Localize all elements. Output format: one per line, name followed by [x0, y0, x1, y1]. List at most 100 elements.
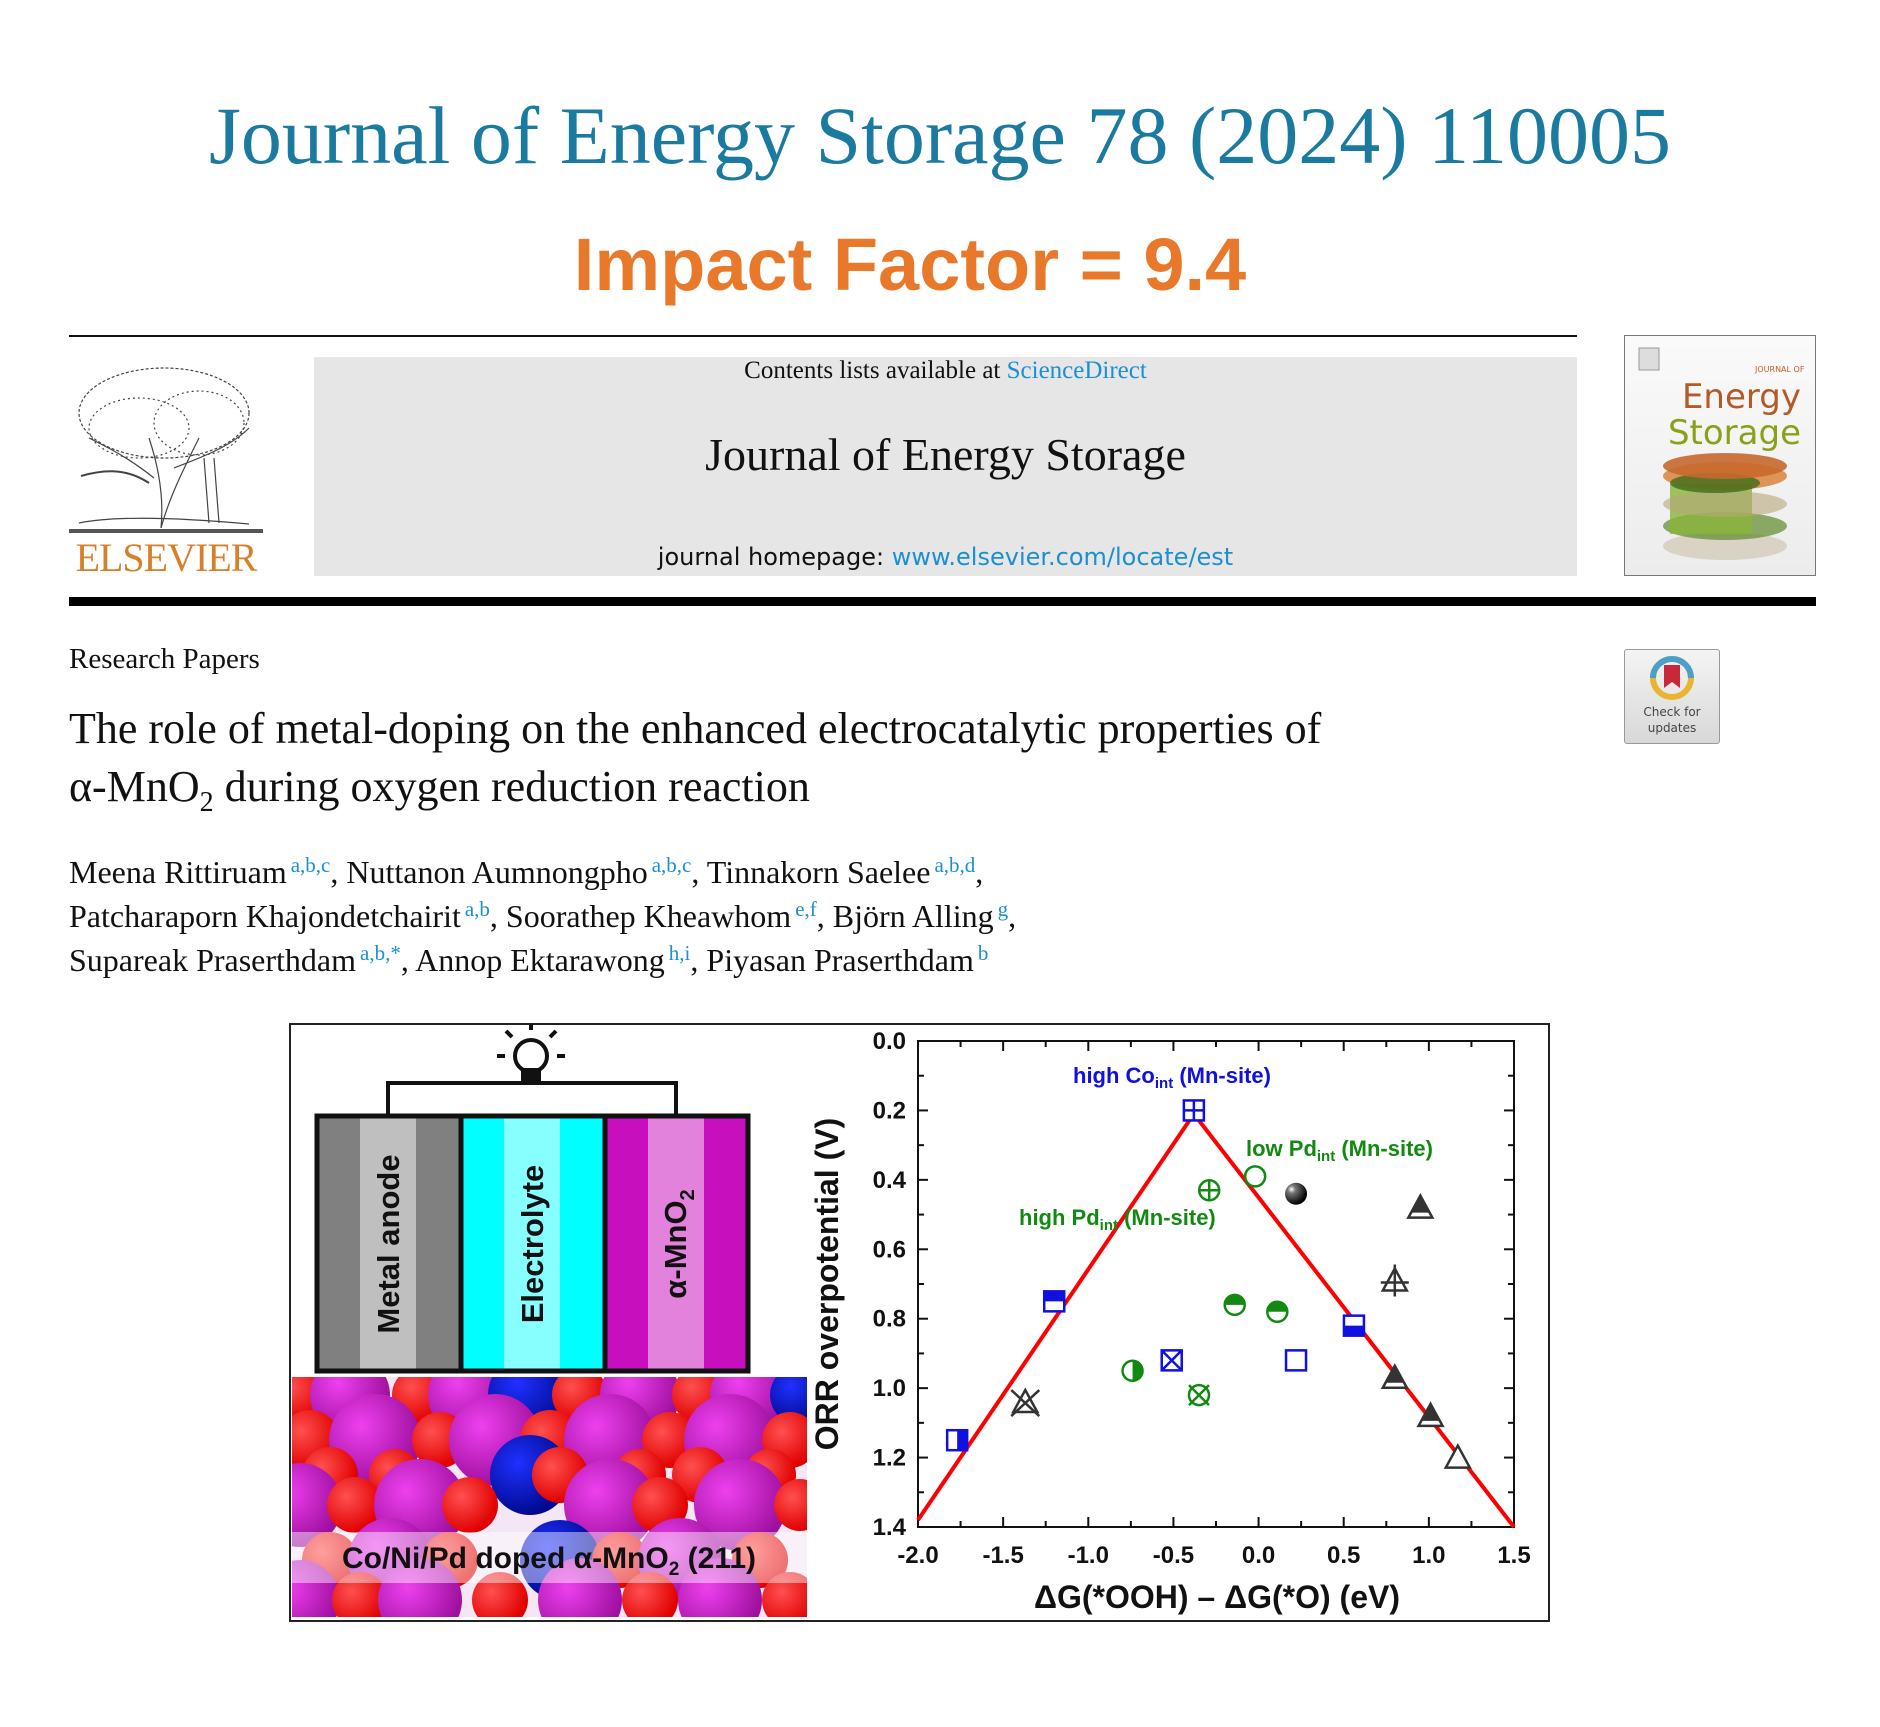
manganese-atom — [292, 1463, 342, 1547]
anode-label: Metal anode — [371, 1154, 406, 1333]
author-name[interactable]: Nuttanon Aumnongpho — [346, 854, 648, 890]
data-point-circle-plus — [1197, 1179, 1221, 1202]
oxygen-atom — [472, 1572, 528, 1617]
annotation-sub: int — [1155, 1075, 1173, 1092]
separator: , — [400, 942, 416, 978]
oxygen-atom — [622, 1572, 678, 1617]
author-name[interactable]: Soorathep Kheawhom — [505, 898, 792, 934]
impact-factor: Impact Factor = 9.4 — [573, 223, 1247, 306]
cathode-label: α-MnO2 — [658, 1189, 699, 1298]
elsevier-wordmark: ELSEVIER — [75, 535, 258, 580]
author-name[interactable]: Piyasan Praserthdam — [706, 942, 974, 978]
y-tick-label: 1.4 — [873, 1514, 907, 1541]
separator: , — [690, 942, 707, 978]
data-point-square-open — [1284, 1349, 1308, 1372]
data-point-triangle-open — [1443, 1442, 1472, 1469]
y-tick-label: 1.0 — [873, 1375, 906, 1402]
annotation-sub: int — [1100, 1217, 1118, 1234]
y-tick-label: 0.0 — [873, 1028, 906, 1055]
doped-mno2-surface-model — [292, 1377, 807, 1617]
article-title-line1: The role of metal-doping on the enhanced… — [69, 704, 1322, 753]
cover-journal-of: JOURNAL OF — [1754, 365, 1805, 374]
surface-label-band — [292, 1532, 807, 1583]
author-line: Supareak Praserthdam a,b,*, Annop Ektaraw… — [69, 938, 1589, 982]
author-affiliation[interactable]: h,i — [668, 941, 691, 965]
divider — [69, 335, 1577, 337]
separator: , — [489, 898, 506, 934]
author-name[interactable]: Tinnakorn Saelee — [706, 854, 931, 890]
x-tick-label: -2.0 — [897, 1542, 938, 1569]
battery-cell-diagram: Metal anode Electrolyte α-MnO2 — [314, 1024, 751, 1374]
author-affiliation[interactable]: a,b,c — [290, 853, 331, 877]
author-affiliation[interactable]: b — [977, 941, 989, 965]
author-affiliation[interactable]: a,b,d — [934, 853, 976, 877]
oxygen-atom — [327, 1477, 383, 1533]
annotation-text: high Co — [1073, 1063, 1155, 1088]
data-point-triangle-plus — [1380, 1264, 1409, 1297]
author-name[interactable]: Björn Alling — [832, 898, 994, 934]
oxygen-atom — [774, 1479, 807, 1531]
surface-label-post: (211) — [679, 1542, 756, 1575]
annotation-high-pd: high Pdint (Mn-site) — [1019, 1205, 1216, 1234]
data-point-triangle-half-top — [1406, 1193, 1435, 1219]
oxygen-atom — [762, 1572, 807, 1617]
x-tick-label: -1.5 — [982, 1542, 1023, 1569]
cover-art: JOURNAL OF Energy Storage — [1638, 347, 1805, 560]
homepage-link[interactable]: www.elsevier.com/locate/est — [891, 543, 1234, 571]
author-affiliation[interactable]: a,b — [464, 897, 490, 921]
title-formula: α-MnO — [69, 762, 200, 811]
author-line: Meena Rittiruam a,b,c, Nuttanon Aumnongph… — [69, 850, 1589, 894]
manganese-atom — [694, 1459, 786, 1551]
article-title-line2: α-MnO2 during oxygen reduction reaction — [69, 758, 1589, 816]
annotation-post: (Mn-site) — [1173, 1063, 1271, 1088]
cover-storage: Storage — [1668, 413, 1801, 453]
x-tick-label: -1.0 — [1068, 1542, 1109, 1569]
y-tick-label: 0.2 — [873, 1097, 906, 1124]
author-name[interactable]: Supareak Praserthdam — [69, 942, 357, 978]
manganese-atom — [292, 1560, 340, 1617]
journal-cover-image[interactable]: JOURNAL OF Energy Storage — [1624, 335, 1816, 576]
title-subscript: 2 — [199, 786, 214, 818]
manganese-atom — [678, 1558, 762, 1617]
data-point-circle-half-top — [1266, 1300, 1289, 1324]
separator: , — [691, 854, 707, 890]
author-name[interactable]: Patcharaporn Khajondetchairit — [69, 898, 461, 934]
data-point-square-half-top — [1042, 1290, 1066, 1313]
check-updates-line1: Check for — [1643, 705, 1700, 719]
manganese-atom — [564, 1459, 656, 1551]
title-rest: during oxygen reduction reaction — [213, 762, 810, 811]
check-for-updates-button[interactable]: Check for updates — [1624, 649, 1720, 744]
y-axis-label: ORR overpotential (V) — [809, 1118, 845, 1450]
volcano-plot: -2.0 -1.5 -1.0 -0.5 0.0 0.5 1.0 1.5 0.0 0.2 0.4 0.6… — [809, 1028, 1531, 1615]
axis-ticks: -2.0 -1.5 -1.0 -0.5 0.0 0.5 1.0 1.5 0.0 0.2 0.4 0.6… — [873, 1028, 1531, 1569]
author-affiliation[interactable]: e,f — [795, 897, 817, 921]
y-tick-label: 1.2 — [873, 1445, 906, 1472]
sciencedirect-link[interactable]: ScienceDirect — [1006, 357, 1147, 384]
x-tick-label: 0.5 — [1327, 1542, 1360, 1569]
graphical-abstract: Metal anode Electrolyte α-MnO2 Co/Ni/Pd … — [289, 1023, 1550, 1622]
annotation-text: low Pd — [1246, 1136, 1317, 1161]
x-tick-label: -0.5 — [1153, 1542, 1194, 1569]
data-point-circle-half-top — [1223, 1293, 1246, 1317]
author-affiliation[interactable]: a,b,* — [360, 941, 401, 965]
author-affiliation[interactable]: g — [997, 897, 1009, 921]
data-point-sphere — [1285, 1182, 1308, 1205]
data-points — [945, 1099, 1472, 1469]
y-tick-label: 0.8 — [873, 1306, 906, 1333]
author-name[interactable]: Annop Ektarawong — [415, 942, 665, 978]
contents-prefix: Contents lists available at — [744, 357, 1007, 384]
author-list: Meena Rittiruam a,b,c, Nuttanon Aumnongph… — [69, 850, 1589, 982]
y-tick-label: 0.4 — [873, 1167, 907, 1194]
elsevier-tree-logo — [69, 367, 263, 533]
author-affiliation[interactable]: a,b,c — [651, 853, 692, 877]
oxygen-atom — [442, 1477, 498, 1533]
manganese-atom — [538, 1558, 622, 1617]
annotation-post: (Mn-site) — [1335, 1136, 1433, 1161]
annotation-text: high Pd — [1019, 1205, 1100, 1230]
dopant-atom — [770, 1377, 807, 1425]
data-point-triangle-x — [1010, 1387, 1041, 1417]
separator: , — [816, 898, 833, 934]
homepage-prefix: journal homepage: — [657, 543, 892, 571]
journal-citation-banner: Journal of Energy Storage 78 (2024) 1100… — [208, 90, 1672, 181]
author-name[interactable]: Meena Rittiruam — [69, 854, 287, 890]
